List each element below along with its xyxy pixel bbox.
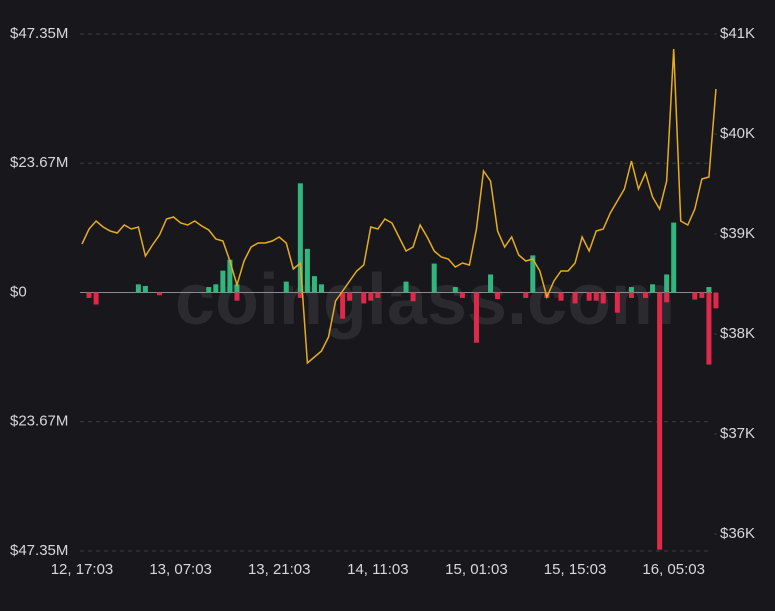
- bar: [431, 263, 437, 293]
- bar: [459, 292, 465, 298]
- bar: [135, 284, 141, 293]
- x-tick-label: 13, 07:03: [149, 561, 212, 578]
- x-tick-label: 12, 17:03: [51, 561, 114, 578]
- bar: [93, 292, 99, 305]
- x-tick-label: 14, 11:03: [347, 561, 408, 578]
- bar: [283, 281, 289, 293]
- bar: [403, 281, 409, 293]
- bar: [692, 292, 698, 300]
- y2-tick-label: $40K: [720, 125, 755, 142]
- bar: [340, 292, 346, 319]
- bar: [318, 284, 324, 293]
- bar: [572, 292, 578, 304]
- bar: [304, 248, 310, 293]
- bar: [699, 292, 705, 298]
- bar: [628, 287, 634, 293]
- bar: [488, 274, 494, 293]
- bar: [347, 292, 353, 301]
- bar: [671, 222, 677, 293]
- bar: [600, 292, 606, 304]
- bar: [713, 292, 719, 309]
- bar: [361, 292, 367, 304]
- y-tick-label: $47.35M: [10, 542, 68, 559]
- bar: [495, 292, 501, 300]
- x-tick-label: 15, 15:03: [544, 561, 607, 578]
- bar: [593, 292, 599, 301]
- bar: [86, 292, 92, 298]
- bar: [643, 292, 649, 298]
- price-line: [81, 48, 717, 365]
- bar: [297, 292, 303, 298]
- y2-tick-label: $37K: [720, 425, 755, 442]
- bar: [530, 255, 536, 293]
- x-tick-label: 16, 05:03: [642, 561, 705, 578]
- bar: [234, 292, 240, 301]
- bar: [311, 276, 317, 293]
- watermark: coinglass.com: [175, 260, 675, 340]
- y-tick-label: $23.67M: [10, 154, 68, 171]
- y-tick-label: $0: [10, 283, 27, 300]
- y2-tick-label: $38K: [720, 325, 755, 342]
- bar: [156, 292, 162, 296]
- bar: [234, 284, 240, 293]
- y2-tick-label: $41K: [720, 25, 755, 42]
- bar: [368, 292, 374, 301]
- bar: [297, 183, 303, 293]
- y-tick-label: $47.35M: [10, 25, 68, 42]
- bar: [664, 274, 670, 293]
- bar: [206, 287, 212, 293]
- bar: [614, 292, 620, 313]
- x-tick-label: 15, 01:03: [445, 561, 508, 578]
- bar: [227, 259, 233, 293]
- bar: [220, 270, 226, 293]
- bar: [628, 292, 634, 298]
- bar: [523, 292, 529, 298]
- y-tick-label: $23.67M: [10, 413, 68, 430]
- bar: [706, 287, 712, 293]
- bar: [657, 292, 663, 550]
- bar: [410, 292, 416, 302]
- bar: [586, 292, 592, 301]
- y2-tick-label: $39K: [720, 225, 755, 242]
- bar: [706, 292, 712, 365]
- bar: [650, 284, 656, 293]
- bar: [213, 284, 219, 293]
- y2-tick-label: $36K: [720, 525, 755, 542]
- bar: [142, 285, 148, 293]
- bar: [473, 292, 479, 343]
- bar: [375, 292, 381, 298]
- bar: [452, 287, 458, 293]
- bar: [664, 292, 670, 303]
- x-tick-label: 13, 21:03: [248, 561, 311, 578]
- bar: [558, 292, 564, 301]
